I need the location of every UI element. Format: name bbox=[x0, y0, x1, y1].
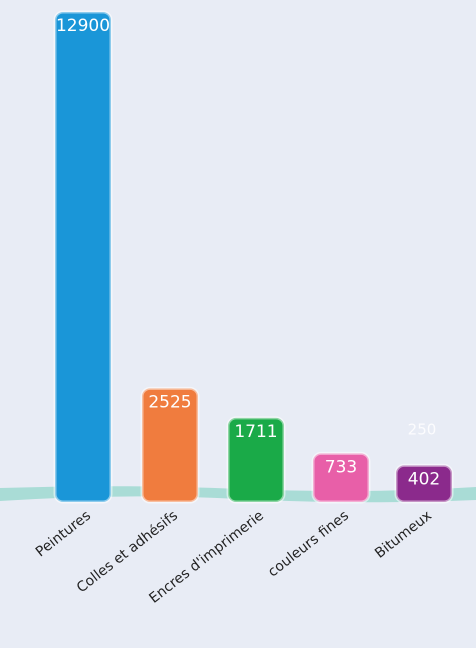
bar bbox=[311, 451, 371, 504]
annotation: 250 bbox=[408, 421, 437, 439]
value-label: 12900 bbox=[56, 16, 110, 36]
value-label: 733 bbox=[325, 457, 357, 477]
value-label: 1711 bbox=[234, 422, 277, 442]
category-label: Peintures bbox=[33, 508, 94, 561]
category-label: couleurs fines bbox=[265, 508, 352, 581]
value-label: 402 bbox=[408, 469, 440, 489]
bar bbox=[226, 416, 286, 504]
category-label: Bitumeux bbox=[372, 508, 435, 562]
value-label: 2525 bbox=[148, 392, 191, 412]
bar bbox=[53, 10, 113, 504]
bar bbox=[394, 463, 454, 504]
bar bbox=[140, 386, 200, 504]
